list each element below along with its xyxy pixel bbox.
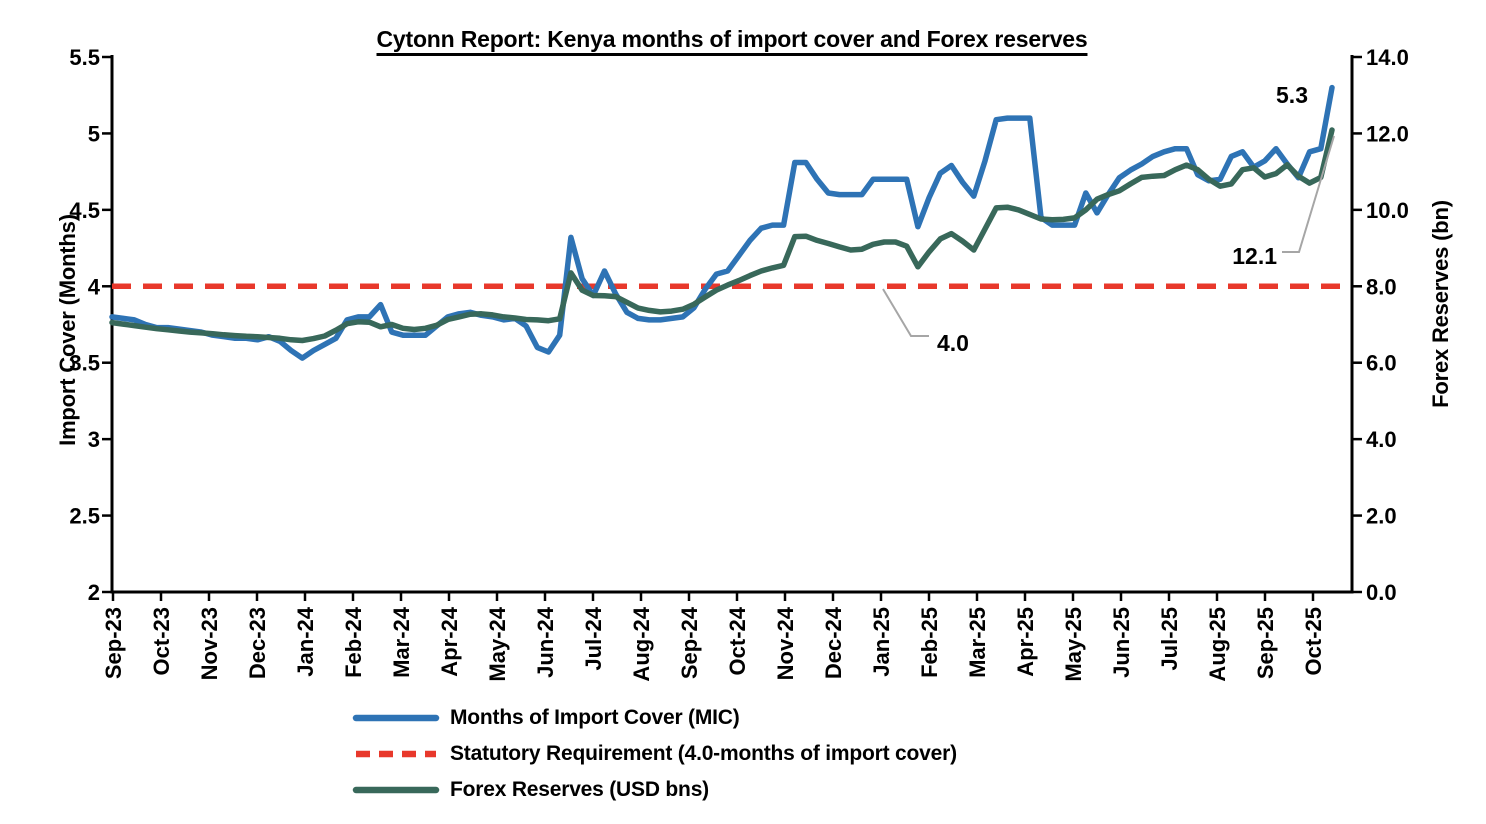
left-axis-tick-label: 5 <box>88 121 100 146</box>
x-axis-tick-label: Apr-24 <box>437 606 462 676</box>
left-axis-tick-label: 4 <box>88 274 101 299</box>
left-axis-tick-label: 4.5 <box>69 198 100 223</box>
right-axis-tick-label: 6.0 <box>1366 351 1397 376</box>
x-axis-tick-label: Mar-25 <box>965 607 990 678</box>
x-axis-tick-label: Aug-24 <box>629 606 654 681</box>
legend-line-swatch <box>352 786 440 794</box>
left-axis-tick-label: 3.5 <box>69 351 100 376</box>
x-axis-tick-label: Jul-25 <box>1157 607 1182 671</box>
x-axis-tick-label: May-25 <box>1061 607 1086 682</box>
right-axis-tick-label: 0.0 <box>1366 580 1397 605</box>
x-axis-tick-label: Jan-25 <box>869 607 894 677</box>
left-axis-tick-label: 2.5 <box>69 504 100 529</box>
x-axis-tick-label: Jan-24 <box>293 606 318 676</box>
annotation-label: 12.1 <box>1232 243 1277 269</box>
x-axis-tick-label: Sep-23 <box>101 607 126 679</box>
x-axis-tick-label: Feb-24 <box>341 606 366 678</box>
legend-item-label: Forex Reserves (USD bns) <box>450 778 709 801</box>
x-axis-tick-label: Oct-25 <box>1301 607 1326 675</box>
right-axis-tick-label: 10.0 <box>1366 198 1409 223</box>
legend-item: Statutory Requirement (4.0-months of imp… <box>352 742 957 766</box>
x-axis-tick-label: Nov-23 <box>197 607 222 680</box>
right-axis-tick-label: 8.0 <box>1366 274 1397 299</box>
annotation-label: 4.0 <box>937 330 969 356</box>
chart-title: Cytonn Report: Kenya months of import co… <box>376 26 1088 52</box>
x-axis-tick-label: Dec-23 <box>245 607 270 679</box>
legend-line-swatch <box>352 714 440 722</box>
legend-item-label: Statutory Requirement (4.0-months of imp… <box>450 742 957 765</box>
annotation-leader-4-0 <box>882 288 929 337</box>
x-axis-tick-label: Sep-25 <box>1253 607 1278 679</box>
legend-item: Forex Reserves (USD bns) <box>352 778 957 802</box>
x-axis-tick-label: Mar-24 <box>389 606 414 678</box>
annotation-leader-12-1 <box>1282 135 1335 253</box>
x-axis-tick-label: Feb-25 <box>917 607 942 678</box>
x-axis-tick-label: Jun-25 <box>1109 607 1134 678</box>
legend-item-label: Months of Import Cover (MIC) <box>450 706 740 729</box>
forex-reserves-line <box>109 127 1335 344</box>
right-axis-tick-label: 2.0 <box>1366 504 1397 529</box>
x-axis-tick-label: Nov-24 <box>773 606 798 680</box>
right-axis-tick-label: 4.0 <box>1366 427 1397 452</box>
x-axis-tick-label: May-24 <box>485 606 510 681</box>
x-axis-tick-label: Apr-25 <box>1013 607 1038 677</box>
left-axis-tick-label: 2 <box>88 580 100 605</box>
x-axis-tick-label: Jul-24 <box>581 606 606 670</box>
legend: Months of Import Cover (MIC) Statutory Re… <box>352 706 957 802</box>
annotation-label: 5.3 <box>1276 82 1308 108</box>
mic-line <box>109 84 1335 361</box>
legend-line-swatch <box>356 750 436 758</box>
right-axis-tick-label: 12.0 <box>1366 121 1409 146</box>
left-axis-tick-label: 5.5 <box>69 45 100 70</box>
x-axis-tick-label: Sep-24 <box>677 606 702 679</box>
x-axis-tick-label: Aug-25 <box>1205 607 1230 682</box>
x-axis-tick-label: Oct-24 <box>725 606 750 675</box>
x-axis-tick-label: Dec-24 <box>821 606 846 679</box>
left-axis-tick-label: 3 <box>88 427 100 452</box>
right-axis-tick-label: 14.0 <box>1366 45 1409 70</box>
x-axis-tick-label: Jun-24 <box>533 606 558 678</box>
x-axis-tick-label: Oct-23 <box>149 607 174 675</box>
legend-item: Months of Import Cover (MIC) <box>352 706 957 730</box>
